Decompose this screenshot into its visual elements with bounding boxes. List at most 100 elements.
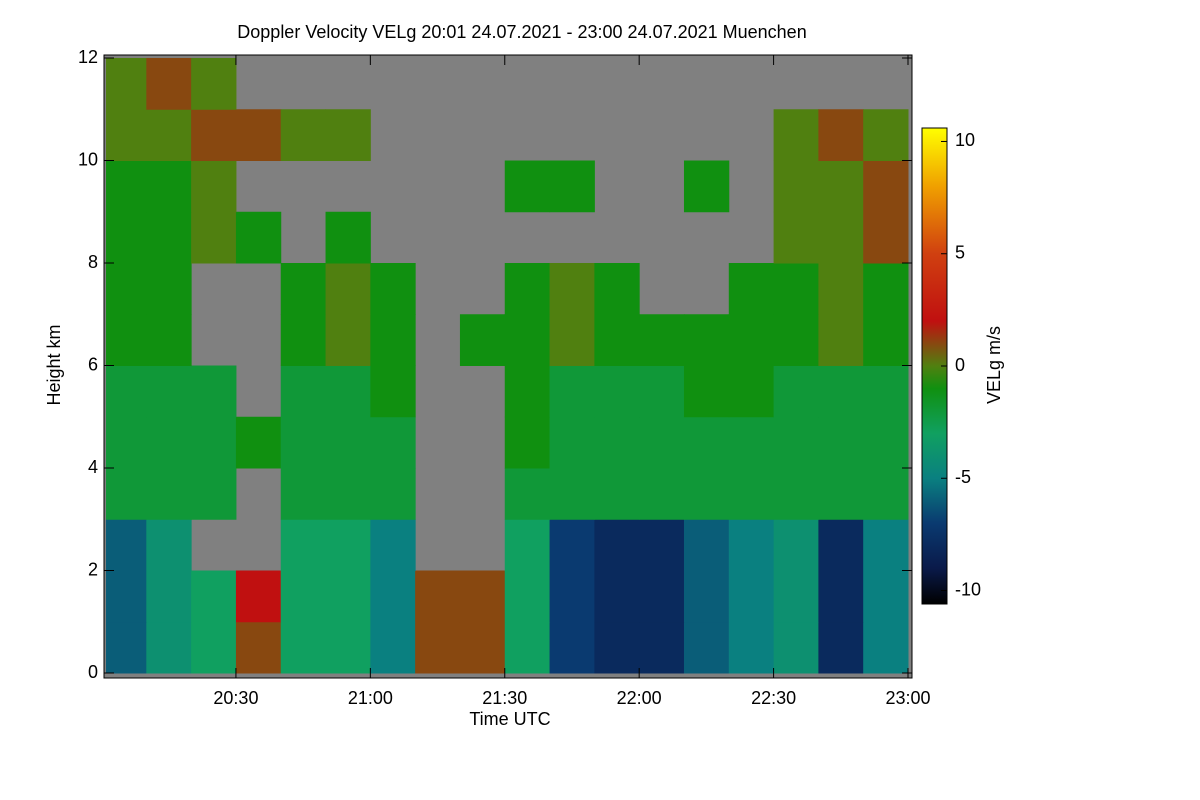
heatmap-cell — [863, 263, 909, 315]
heatmap-cell — [191, 109, 237, 161]
heatmap-cell — [728, 570, 775, 623]
heatmap-cell — [370, 314, 416, 366]
heatmap-cell — [106, 621, 147, 674]
heatmap-cell — [818, 468, 864, 520]
heatmap-cell — [773, 109, 819, 161]
heatmap-cell — [146, 621, 192, 674]
heatmap-cell — [280, 263, 327, 315]
heatmap-cell — [325, 570, 371, 623]
heatmap-cell — [728, 621, 775, 674]
heatmap-cell — [106, 160, 147, 213]
heatmap-cell — [863, 519, 909, 571]
heatmap-cell — [325, 314, 371, 366]
heatmap-cell — [549, 621, 595, 674]
heatmap-cell — [549, 263, 595, 315]
heatmap-cell — [325, 211, 371, 264]
heatmap-cell — [683, 468, 730, 520]
heatmap-cell — [863, 468, 909, 520]
heatmap-cell — [549, 314, 595, 366]
heatmap-cell — [594, 263, 640, 315]
heatmap-cell — [549, 365, 595, 418]
heatmap-cell — [280, 314, 327, 366]
heatmap-cell — [639, 314, 685, 366]
heatmap-cell — [863, 211, 909, 264]
heatmap-cell — [415, 570, 461, 623]
heatmap-cell — [325, 519, 371, 571]
heatmap-cell — [728, 519, 775, 571]
heatmap-cell — [594, 570, 640, 623]
heatmap-cell — [683, 160, 730, 213]
heatmap-cell — [325, 109, 371, 161]
heatmap-cell — [549, 160, 595, 213]
heatmap-cell — [683, 416, 730, 469]
colorbar-label: VELg m/s — [984, 326, 1004, 404]
heatmap-cell — [191, 570, 237, 623]
heatmap-cell — [863, 570, 909, 623]
heatmap-cell — [773, 365, 819, 418]
y-axis-label: Height km — [44, 324, 64, 405]
colorbar-tick-label: -10 — [955, 579, 981, 599]
heatmap-cell — [504, 570, 551, 623]
heatmap-cell — [325, 468, 371, 520]
heatmap-cell — [280, 468, 327, 520]
heatmap-cell — [106, 314, 147, 366]
heatmap-cell — [594, 314, 640, 366]
heatmap-cell — [146, 160, 192, 213]
heatmap-cell — [639, 519, 685, 571]
colorbar-tick-label: 0 — [955, 355, 965, 375]
heatmap-cell — [594, 519, 640, 571]
x-tick-label: 21:00 — [348, 688, 393, 708]
heatmap-cell — [106, 263, 147, 315]
heatmap-cell — [146, 468, 192, 520]
heatmap-cell — [325, 365, 371, 418]
heatmap-cell — [370, 416, 416, 469]
x-tick-label: 22:00 — [617, 688, 662, 708]
plot-frame — [103, 54, 913, 679]
heatmap-cell — [773, 314, 819, 366]
y-tick-label: 4 — [88, 457, 98, 477]
heatmap-cell — [863, 416, 909, 469]
heatmap-cell — [415, 621, 461, 674]
heatmap-cell — [146, 570, 192, 623]
heatmap-cell — [773, 519, 819, 571]
heatmap-cell — [639, 365, 685, 418]
heatmap-cell — [459, 314, 506, 366]
heatmap-cell — [459, 621, 506, 674]
heatmap-cell — [235, 211, 282, 264]
heatmap-cell — [773, 570, 819, 623]
heatmap-cell — [191, 468, 237, 520]
heatmap-cell — [191, 621, 237, 674]
heatmap-cell — [773, 160, 819, 213]
heatmap-cell — [549, 519, 595, 571]
heatmap-cell — [863, 314, 909, 366]
heatmap-cell — [459, 570, 506, 623]
x-tick-label: 21:30 — [482, 688, 527, 708]
heatmap-cell — [863, 621, 909, 674]
heatmap-cell — [370, 570, 416, 623]
heatmap-cell — [106, 416, 147, 469]
heatmap-cell — [639, 468, 685, 520]
heatmap-cell — [773, 263, 819, 315]
heatmap-cell — [146, 416, 192, 469]
x-axis-label: Time UTC — [469, 709, 550, 729]
heatmap-cell — [504, 365, 551, 418]
y-tick-label: 0 — [88, 662, 98, 682]
heatmap-cell — [863, 160, 909, 213]
heatmap-cell — [191, 211, 237, 264]
heatmap-cell — [191, 416, 237, 469]
heatmap-cell — [818, 416, 864, 469]
heatmap-cell — [106, 570, 147, 623]
heatmap-cell — [280, 109, 327, 161]
heatmap-cell — [683, 365, 730, 418]
heatmap-cell — [235, 621, 282, 674]
heatmap-cell — [549, 468, 595, 520]
heatmap-cell — [106, 365, 147, 418]
heatmap-cell — [504, 314, 551, 366]
colorbar-tick-label: 10 — [955, 130, 975, 150]
heatmap-cell — [818, 211, 864, 264]
heatmap-cell — [191, 58, 237, 110]
heatmap-cell — [504, 519, 551, 571]
heatmap-cell — [370, 621, 416, 674]
heatmap-cell — [683, 621, 730, 674]
heatmap-cell — [280, 621, 327, 674]
